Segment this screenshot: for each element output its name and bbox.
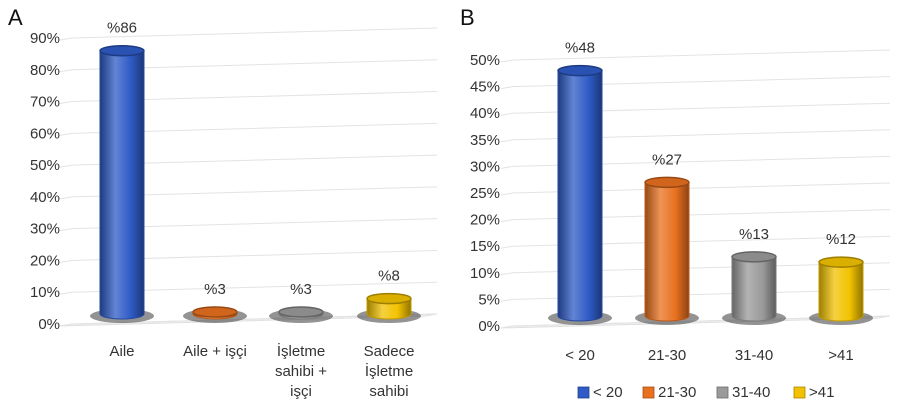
bar-2 [635,176,699,325]
y-tick-label: 30% [470,158,500,175]
gridline-side [500,112,514,116]
bar-body [731,256,777,322]
y-tick-label: 10% [30,284,60,301]
data-label: %48 [565,40,595,57]
y-tick-label: 60% [30,125,60,142]
data-label: %13 [739,226,769,243]
legend-label: 21-30 [658,384,696,401]
bar-1 [90,44,154,323]
bar-body [366,298,412,320]
gridline-side [500,298,514,302]
data-label: %86 [107,20,137,37]
y-tick-label: 40% [470,105,500,122]
gridline-side [500,272,514,276]
legend-label: >41 [809,384,834,401]
bar-top [557,64,603,77]
gridline-side [59,37,73,41]
bar-body [644,181,690,322]
gridline-side [59,259,73,263]
legend-label: 31-40 [732,384,770,401]
panel-label-b: B [460,5,475,30]
panel-label-a: A [8,5,23,30]
bar-top [731,251,777,263]
y-tick-label: 20% [30,252,60,269]
bar-4 [809,256,873,325]
gridline [71,27,438,39]
y-tick-label: 0% [38,316,60,333]
data-label: %27 [652,151,682,168]
gridline-side [500,219,514,223]
x-tick-label: İşletme sahibi + işçi [275,342,327,400]
y-tick-label: 90% [30,30,60,47]
x-tick-label: 31-40 [735,347,773,364]
legend-swatch [577,386,590,399]
plot-back-wall [72,28,437,324]
y-tick-label: 40% [30,189,60,206]
gridline-side [59,69,73,73]
legend-swatch [716,386,729,399]
bar-3 [269,306,333,323]
data-label: %3 [290,281,312,298]
y-tick-label: 70% [30,94,60,111]
gridline-side [500,86,514,90]
x-tick-label: < 20 [565,347,595,364]
x-tick-label: Aile [109,343,134,360]
bar-1 [548,64,612,325]
bar-2 [183,306,247,323]
gridline-side [500,139,514,143]
bar-3 [722,251,786,325]
y-tick-label: 80% [30,62,60,79]
bar-top [366,292,412,305]
bar-top [99,44,145,57]
y-tick-label: 15% [470,238,500,255]
bar-top [192,306,238,318]
gridline-side [500,165,514,169]
y-tick-label: 20% [470,212,500,229]
gridline-side [59,291,73,295]
gridline-side [59,196,73,200]
gridline-side [59,132,73,136]
y-tick-label: 50% [470,52,500,69]
data-label: %3 [204,281,226,298]
bar-top [278,306,324,318]
y-tick-label: 45% [470,79,500,96]
bar-body [557,70,603,322]
gridline-side [500,245,514,249]
data-label: %8 [378,268,400,285]
gridline-side [59,101,73,105]
y-tick-label: 50% [30,157,60,174]
gridline [512,49,891,61]
x-tick-label: Aile + işçi [183,343,247,360]
x-tick-label: >41 [828,347,853,364]
y-tick-label: 30% [30,221,60,238]
gridline-side [59,323,73,327]
y-tick-label: 0% [478,318,500,335]
y-tick-label: 25% [470,185,500,202]
bar-top [818,256,864,268]
gridline-side [59,164,73,168]
legend-swatch [793,386,806,399]
bar-body [818,261,864,322]
gridline-side [59,228,73,232]
x-tick-label: Sadece İşletme sahibi [364,343,415,400]
chart-panel-b: B 0% 5% 10% 15% 20% 25% 30% 35% 40% 45% 50% %48 %27 %1… [460,5,891,401]
bar-body [99,50,145,320]
legend-label: < 20 [593,384,623,401]
y-tick-label: 10% [470,265,500,282]
y-tick-label: 5% [478,291,500,308]
y-tick-label: 35% [470,132,500,149]
chart-panel-a: A 0% 10% 20% 30% 40% 50% 60% 70% 80% 90% %86 %3 %3 %8 A… [8,5,438,400]
gridline-side [500,325,514,329]
bar-top [644,176,690,189]
x-tick-label: 21-30 [648,347,686,364]
data-label: %12 [826,231,856,248]
gridline-side [500,192,514,196]
legend-swatch [642,386,655,399]
bar-4 [357,292,421,323]
gridline-side [500,59,514,63]
